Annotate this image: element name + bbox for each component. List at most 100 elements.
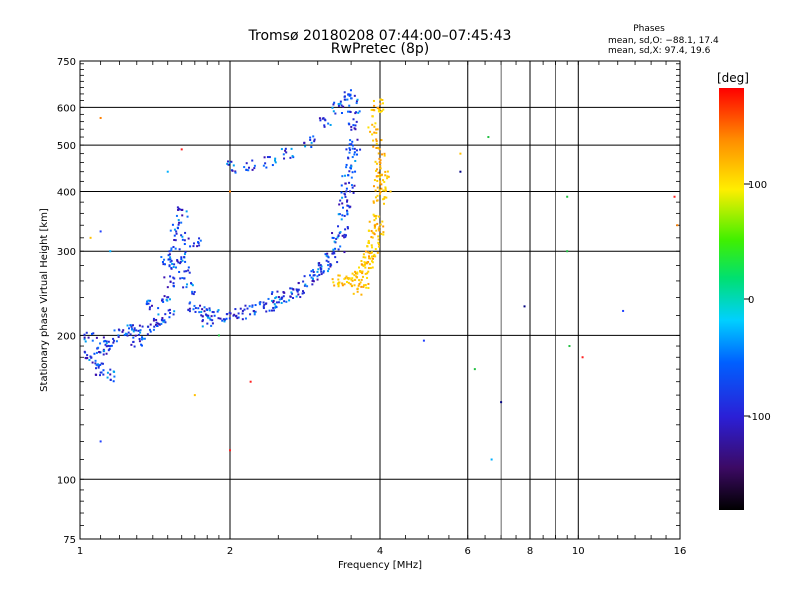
data-point [372, 185, 375, 188]
data-point [375, 146, 378, 149]
data-point [97, 366, 100, 369]
data-point [378, 176, 381, 179]
data-point [323, 124, 326, 127]
data-point [206, 309, 209, 312]
data-point [170, 259, 173, 262]
data-point [297, 288, 300, 291]
data-point [333, 284, 336, 287]
data-point [123, 334, 126, 337]
data-point [262, 307, 265, 310]
data-point [336, 236, 339, 239]
data-point [346, 204, 349, 207]
data-point [317, 264, 320, 267]
data-point [362, 285, 365, 288]
data-point [346, 110, 349, 113]
data-point [367, 240, 370, 243]
data-point [181, 238, 184, 241]
data-point [210, 324, 213, 327]
data-point [375, 131, 378, 134]
data-point [170, 249, 173, 252]
data-point [295, 295, 298, 298]
data-point [188, 271, 191, 274]
data-point [354, 272, 357, 275]
data-point [229, 449, 231, 452]
data-point [331, 236, 334, 239]
data-point [178, 221, 181, 224]
data-point [380, 139, 383, 142]
data-point [387, 175, 390, 178]
data-point [127, 331, 130, 334]
data-point [329, 265, 332, 268]
data-point [382, 198, 385, 201]
data-point [232, 164, 235, 167]
data-point [379, 102, 382, 105]
data-point [199, 239, 202, 242]
data-point [277, 296, 280, 299]
data-point [374, 189, 377, 192]
data-point [673, 195, 676, 198]
data-point [348, 206, 351, 209]
data-point [207, 316, 210, 319]
data-point [327, 270, 330, 273]
data-point [362, 284, 365, 287]
data-point [350, 176, 353, 179]
data-point [186, 283, 189, 286]
data-point [160, 322, 163, 325]
data-point [217, 334, 220, 337]
data-point [337, 285, 340, 288]
data-point [173, 310, 176, 313]
data-point [371, 236, 374, 239]
data-point [194, 307, 197, 310]
data-point [332, 250, 335, 253]
data-point [171, 262, 174, 265]
data-point [97, 364, 100, 367]
data-point [308, 274, 311, 277]
data-point [188, 310, 191, 313]
data-point [356, 287, 359, 290]
data-point [382, 189, 385, 192]
data-point [92, 332, 95, 335]
data-point [368, 220, 371, 223]
data-point [183, 256, 186, 259]
data-point [147, 302, 150, 305]
data-point [377, 175, 380, 178]
data-point [368, 257, 371, 260]
data-point [359, 270, 362, 273]
data-point [140, 344, 143, 347]
data-point [180, 148, 183, 151]
data-point [366, 245, 369, 248]
data-point [346, 213, 349, 216]
data-point [217, 317, 220, 320]
data-point [168, 316, 171, 319]
data-point [370, 108, 373, 111]
data-point [243, 308, 246, 311]
data-point [343, 251, 346, 254]
data-point [331, 232, 334, 235]
data-point [301, 290, 304, 293]
data-point [152, 317, 155, 320]
data-point [252, 310, 255, 313]
data-point [193, 290, 196, 293]
data-point [342, 206, 345, 209]
data-point [177, 261, 180, 264]
data-point [323, 118, 326, 121]
data-point [282, 153, 285, 156]
data-point [380, 187, 383, 190]
data-point [109, 378, 112, 381]
data-point [173, 228, 176, 231]
data-point [93, 352, 96, 355]
data-point [161, 260, 164, 263]
data-point [155, 318, 158, 321]
data-point [362, 253, 365, 256]
data-point [268, 156, 271, 159]
data-point [284, 147, 287, 150]
data-point [126, 324, 129, 327]
data-point [297, 281, 300, 284]
data-point [102, 353, 105, 356]
data-point [316, 278, 319, 281]
data-point [162, 320, 165, 323]
data-point [360, 260, 363, 263]
data-point [375, 168, 378, 171]
data-point [327, 260, 330, 263]
data-point [172, 285, 175, 288]
